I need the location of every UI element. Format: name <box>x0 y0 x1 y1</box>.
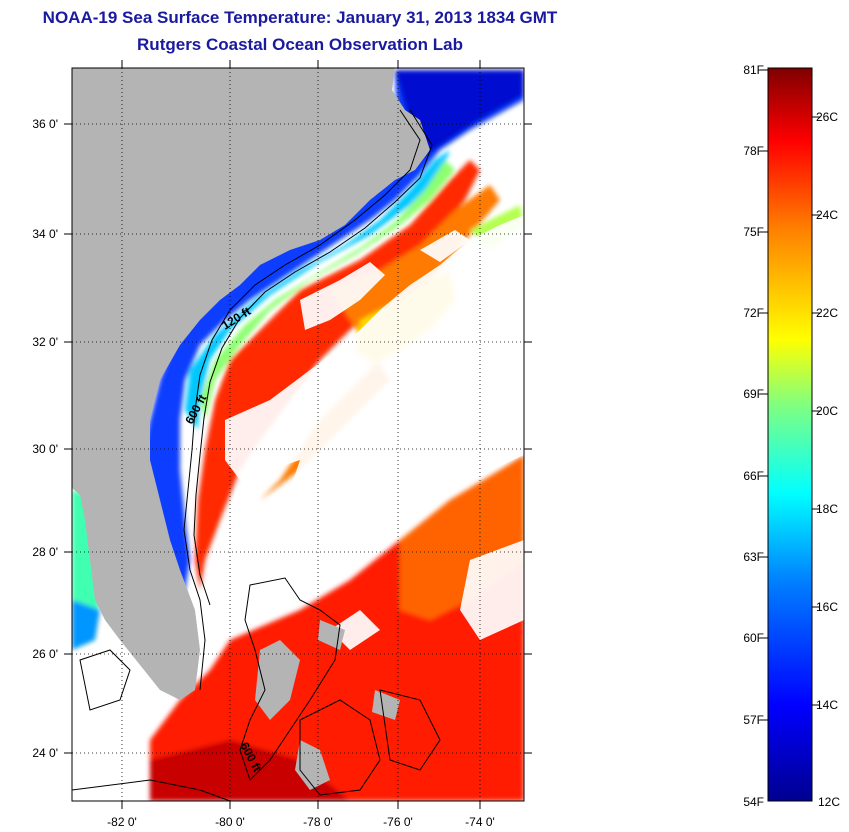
land-mass-us <box>72 68 430 700</box>
colorbar-c-label: 18C <box>816 502 838 516</box>
colorbar-f-label: 63F <box>743 550 764 564</box>
axis-ticks <box>64 60 532 809</box>
lat-label: 28 0' <box>32 545 58 559</box>
latitude-labels: 36 0' 34 0' 32 0' 30 0' 28 0' 26 0' 24 0… <box>32 117 58 760</box>
map-subtitle: Rutgers Coastal Ocean Observation Lab <box>137 35 463 54</box>
colorbar-f-label: 72F <box>743 306 764 320</box>
colorbar-c-label: 24C <box>816 208 838 222</box>
lat-label: 26 0' <box>32 647 58 661</box>
lon-label: -76 0' <box>383 815 413 829</box>
colorbar-f-label: 69F <box>743 387 764 401</box>
longitude-labels: -82 0' -80 0' -78 0' -76 0' -74 0' <box>107 815 495 829</box>
colorbar: 81F 78F 75F 72F 69F 66F 63F 60F 57F 54F … <box>743 63 840 809</box>
colorbar-f-label: 60F <box>743 631 764 645</box>
map-panel <box>72 68 524 801</box>
lat-label: 36 0' <box>32 117 58 131</box>
island-exuma <box>295 740 330 790</box>
colorbar-c-label: 22C <box>816 306 838 320</box>
lat-label: 24 0' <box>32 746 58 760</box>
colorbar-c-label: 16C <box>816 600 838 614</box>
colorbar-c-label: 20C <box>816 404 838 418</box>
colorbar-f-label: 78F <box>743 144 764 158</box>
graticule <box>72 68 524 801</box>
lat-label: 34 0' <box>32 227 58 241</box>
cloud-mask <box>210 215 524 650</box>
lat-label: 30 0' <box>32 442 58 456</box>
lat-label: 32 0' <box>32 335 58 349</box>
colorbar-f-label: 81F <box>743 63 764 77</box>
lon-label: -78 0' <box>303 815 333 829</box>
lon-label: -80 0' <box>215 815 245 829</box>
lon-label: -82 0' <box>107 815 137 829</box>
colorbar-gradient <box>767 67 813 802</box>
island-andros <box>255 640 300 720</box>
colorbar-f-label: 75F <box>743 225 764 239</box>
colorbar-f-label: 54F <box>743 795 764 809</box>
colorbar-f-label: 66F <box>743 469 764 483</box>
colorbar-f-label: 57F <box>743 713 764 727</box>
colorbar-c-label: 12C <box>818 795 840 809</box>
map-frame <box>71 67 525 802</box>
lon-label: -74 0' <box>465 815 495 829</box>
colorbar-c-label: 14C <box>816 698 838 712</box>
map-title: NOAA-19 Sea Surface Temperature: January… <box>42 8 558 27</box>
colorbar-c-label: 26C <box>816 110 838 124</box>
bathymetry-contours <box>72 109 441 801</box>
